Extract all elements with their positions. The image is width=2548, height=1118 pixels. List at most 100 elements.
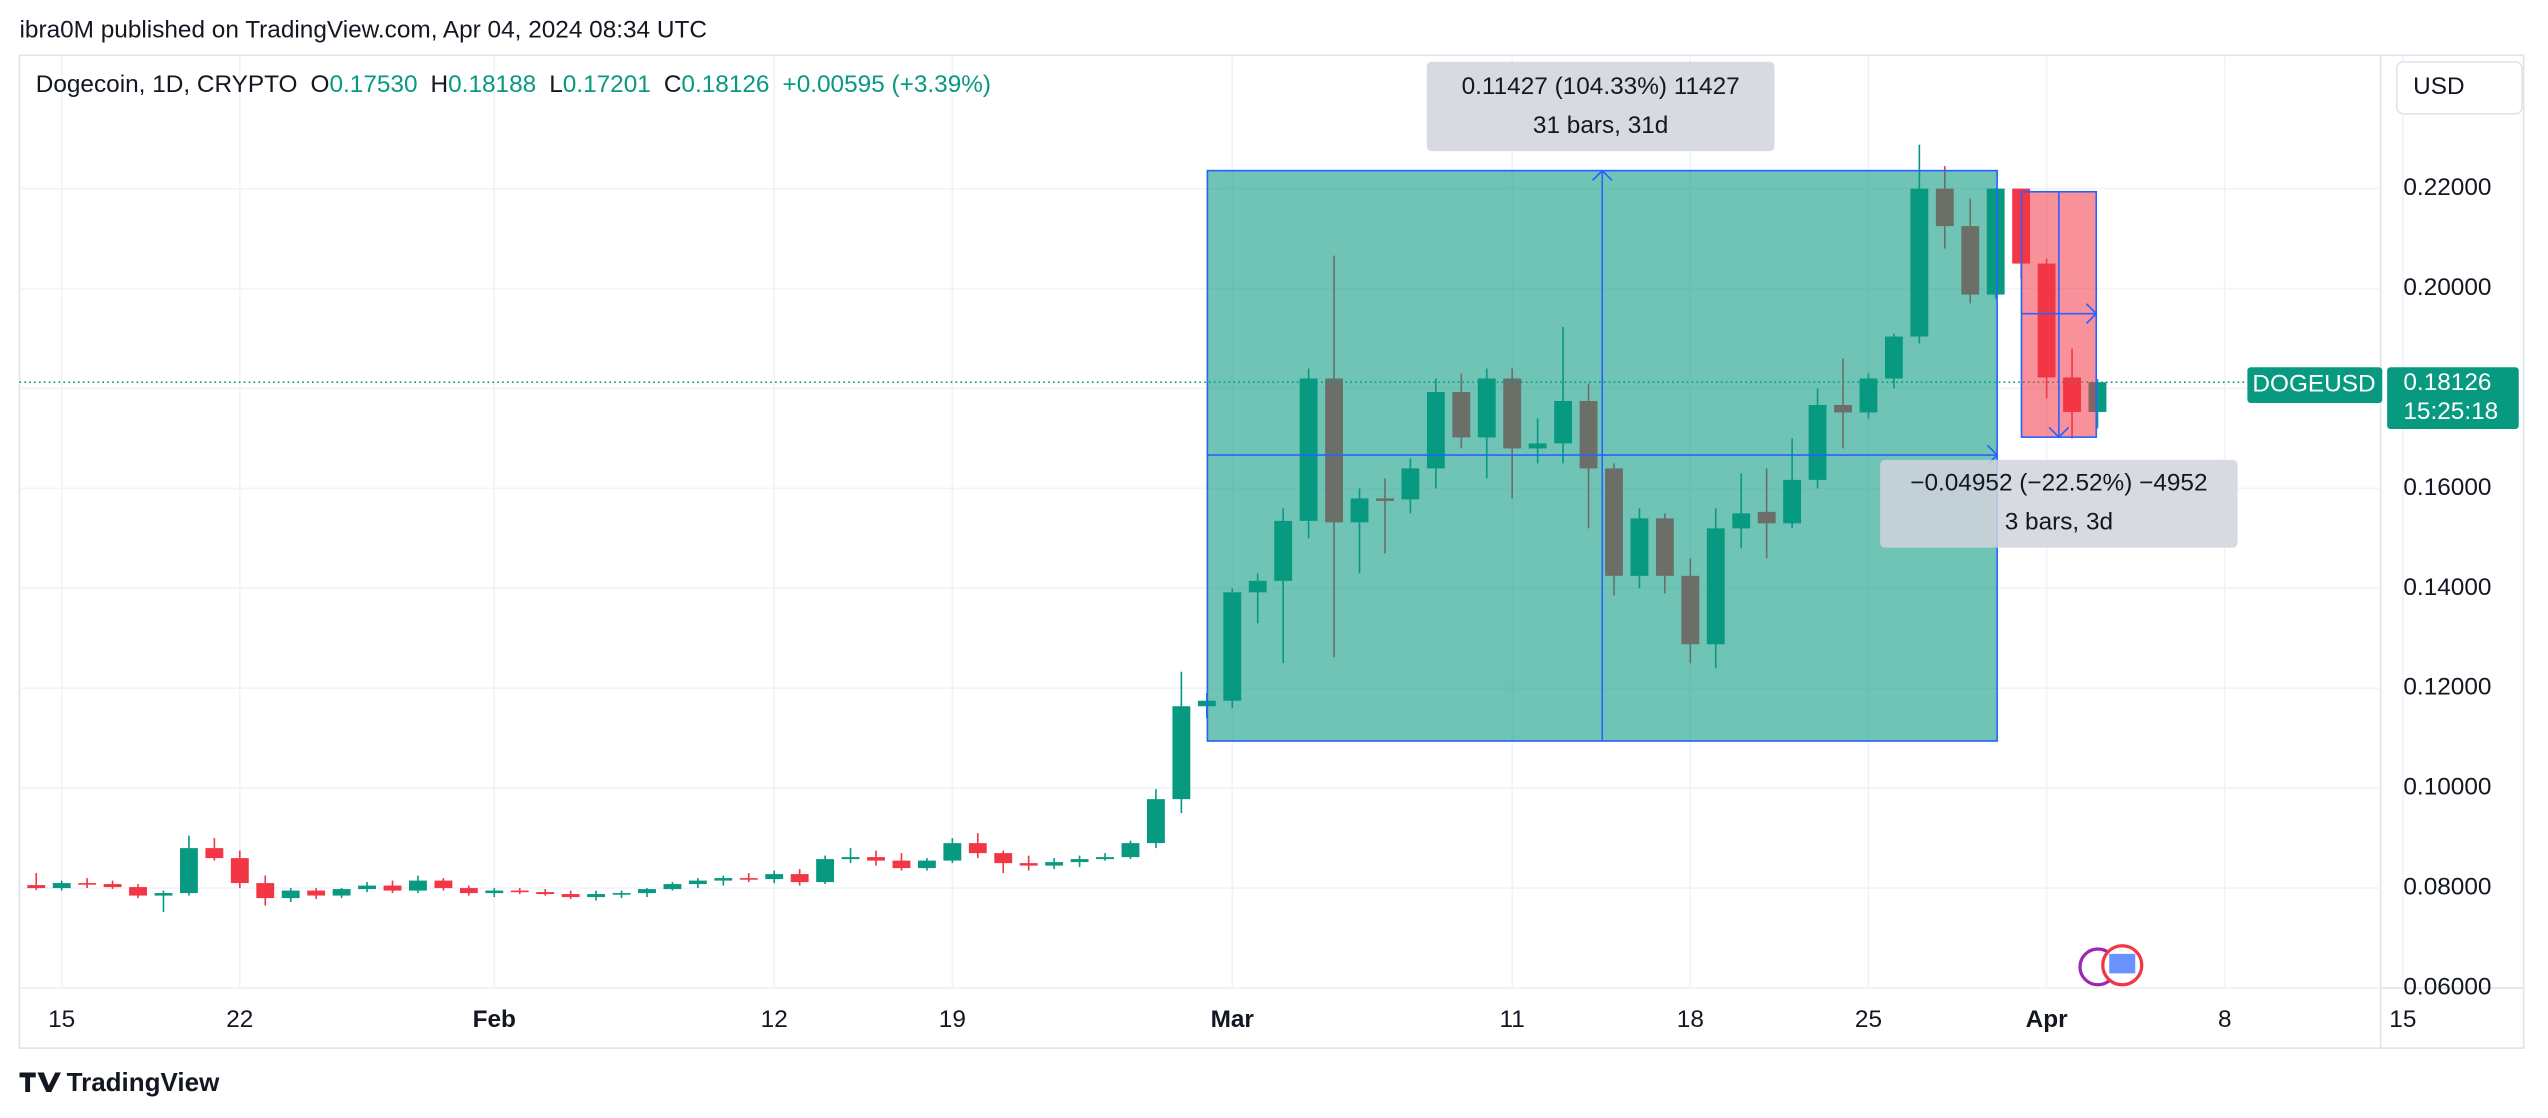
ticker: DOGEUSD [2252,371,2375,398]
currency: USD [2413,73,2464,100]
ohlc-value: 0.17530 [329,72,417,99]
candle-body [587,894,606,898]
candle-body [52,883,71,889]
candle-body [307,890,326,896]
candle-body [332,889,351,896]
candle-body [917,860,936,869]
x-tick-label: 8 [2218,1006,2232,1033]
candle-body [383,885,402,891]
candle-body [739,878,758,880]
y-tick-label: 0.22000 [2403,174,2491,201]
price-tag: DOGEUSD 0.18126 15:25:18 [2247,367,2519,429]
candle-body [459,888,478,894]
icon [2109,953,2136,974]
candle-body [790,874,809,883]
y-tick-label: 0.06000 [2403,973,2491,1000]
measure-text: 3 bars, 3d [2005,509,2113,536]
candle-body [867,857,885,861]
candle-body [485,890,504,894]
candle-body [1096,857,1114,860]
measure-label-box [1880,459,2238,548]
x-tick-label: 11 [1500,1006,1525,1033]
candle-body [688,880,707,885]
candle-body [663,884,682,890]
x-tick-label: Apr [2026,1006,2068,1033]
ohlc-key: L [549,72,563,99]
y-tick-label: 0.14000 [2403,574,2491,601]
y-tick-label: 0.12000 [2403,674,2491,701]
candle-body [510,890,529,893]
candle-body [27,885,46,889]
x-tick-label: 15 [48,1006,75,1033]
ticker-box [2247,367,2383,403]
candle-body [765,874,784,880]
candle-body [968,843,987,854]
measure-text: 31 bars, 31d [1533,112,1668,139]
countdown: 15:25:18 [2403,398,2498,425]
ohlc-key: O [311,72,330,99]
x-tick-label: 19 [939,1006,966,1033]
x-tick-label: Mar [1211,1006,1255,1033]
frame [18,54,2525,1049]
candle-body [943,843,962,861]
candle-body [409,880,427,891]
measure-label: −0.04952 (−22.52%) −4952 3 bars, 3d [1880,459,2238,548]
candle-body [536,892,555,895]
candle-body [1070,859,1089,863]
candle-body [1045,862,1064,866]
candle-body [179,848,198,894]
x-tick-label: 22 [226,1006,253,1033]
y-tick-label: 0.08000 [2403,874,2491,901]
measure-label: 0.11427 (104.33%) 11427 31 bars, 31d [1426,61,1775,152]
candle-body [103,884,122,888]
candle-body [612,893,631,895]
measure-text: 0.11427 (104.33%) 11427 [1462,73,1740,100]
candle-body [358,885,376,890]
y-tick-label: 0.16000 [2403,474,2491,501]
publisher: ibra0M published on TradingView.com, Apr… [20,16,707,43]
ohlc: O0.17530 H0.18188 L0.17201 C0.18126 [311,72,770,99]
candle-body [1172,706,1191,800]
candle-body [78,883,97,885]
event-icons [2078,944,2144,987]
candle-body [1146,799,1165,844]
x-tick-label: 15 [2389,1006,2416,1033]
change: +0.00595 (+3.39%) [782,72,991,99]
candle-body [230,858,249,884]
ohlc-value: 0.18126 [681,72,769,99]
brand: TradingView [19,1067,220,1097]
x-tick-label: Feb [473,1006,516,1033]
y-tick-label: 0.10000 [2403,774,2491,801]
candle-body [892,860,911,869]
candle-body [561,894,580,898]
measure-up [1206,169,1999,742]
last-price: 0.18126 [2403,369,2491,396]
candle-body [205,848,224,859]
y-tick-label: 0.20000 [2403,274,2491,301]
legend: Dogecoin, 1D, CRYPTO O0.17530 H0.18188 L0.1… [36,72,991,99]
candle-body [154,893,173,896]
candle-body [434,880,453,889]
ohlc-value: 0.18188 [448,72,536,99]
ohlc-value: 0.17201 [563,72,651,99]
brand-logo [19,1072,61,1092]
candle-body [129,887,147,896]
candle-body [281,890,300,899]
candle-body [256,883,275,899]
candle-body [714,878,733,881]
symbol: Dogecoin, 1D, CRYPTO [36,72,298,99]
measure-down [2020,190,2098,439]
last-price-box [2387,367,2519,429]
measure-text: −0.04952 (−22.52%) −4952 [1910,470,2207,497]
candle-body [816,859,835,883]
candle-body [994,853,1013,864]
brand-text: TradingView [67,1067,220,1097]
ohlc-key: H [431,72,449,99]
candle-body [1019,863,1038,866]
measure-arrows [2048,303,2098,439]
currency-box[interactable] [2396,60,2523,115]
x-tick-label: 12 [761,1006,788,1033]
measure-label-box [1426,61,1775,152]
ohlc-key: C [664,72,682,99]
